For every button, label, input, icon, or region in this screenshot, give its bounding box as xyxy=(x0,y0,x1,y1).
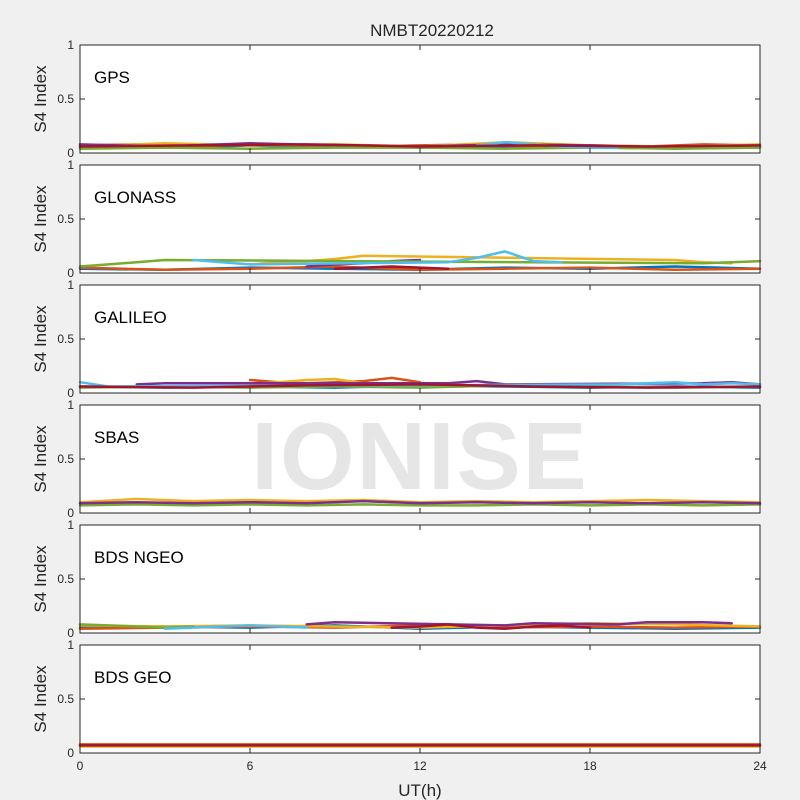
y-axis-label: S4 Index xyxy=(31,545,50,613)
x-axis-label: UT(h) xyxy=(398,781,441,800)
panel-bds-geo: 0 0.5 1 S4 Index BDS GEO xyxy=(31,638,762,760)
x-tick-label: 6 xyxy=(247,759,254,773)
panel-gps: 0 0.5 1 S4 Index GPS xyxy=(31,38,762,160)
y-tick-label: 0.5 xyxy=(57,572,74,586)
series-line-glonass-6 xyxy=(192,250,563,266)
panel-label: BDS GEO xyxy=(94,668,171,687)
y-axis-label: S4 Index xyxy=(31,425,50,493)
y-tick-label: 0.5 xyxy=(57,212,74,226)
plot-area xyxy=(80,285,760,393)
panel-label: SBAS xyxy=(94,428,139,447)
plot-area xyxy=(80,165,760,273)
y-tick-label: 1 xyxy=(67,518,74,532)
watermark-backdrop xyxy=(240,405,760,497)
y-axis-label: S4 Index xyxy=(31,665,50,733)
panel-bds-ngeo: 0 0.5 1 S4 Index BDS NGEO xyxy=(31,518,762,640)
y-tick-label: 1 xyxy=(67,38,74,52)
panel-sbas: IONISE 0 0.5 1 S4 Index SBAS xyxy=(31,398,762,520)
y-tick-label: 0 xyxy=(67,506,74,520)
y-tick-label: 0.5 xyxy=(57,332,74,346)
plot-area xyxy=(80,45,760,153)
y-tick-label: 1 xyxy=(67,278,74,292)
x-axis: 0 6 12 18 24 xyxy=(77,759,767,773)
series-line-gps-7 xyxy=(78,143,762,148)
watermark: IONISE xyxy=(251,403,588,510)
y-tick-label: 1 xyxy=(67,158,74,172)
series-line-galileo-6 xyxy=(78,380,762,388)
panel-label: BDS NGEO xyxy=(94,548,184,567)
y-tick-label: 0 xyxy=(67,386,74,400)
series-line-glonass-3 xyxy=(248,254,733,266)
y-axis-label: S4 Index xyxy=(31,305,50,373)
series-line-galileo-7 xyxy=(78,383,762,389)
series-line-sbas-3 xyxy=(78,499,762,505)
y-tick-label: 0.5 xyxy=(57,692,74,706)
series-line-bds-ngeo-7 xyxy=(390,623,592,630)
panel-label: GLONASS xyxy=(94,188,176,207)
plot-area xyxy=(80,645,760,753)
y-tick-label: 0 xyxy=(67,626,74,640)
panel-label: GPS xyxy=(94,68,130,87)
series-line-glonass-7 xyxy=(333,265,450,270)
figure-title: NMBT20220212 xyxy=(370,21,494,40)
y-tick-label: 1 xyxy=(67,398,74,412)
y-tick-label: 0 xyxy=(67,146,74,160)
y-tick-label: 0.5 xyxy=(57,452,74,466)
x-tick-label: 12 xyxy=(413,759,427,773)
y-tick-label: 0.5 xyxy=(57,92,74,106)
y-tick-label: 0 xyxy=(67,746,74,760)
panel-glonass: 0 0.5 1 S4 Index GLONASS xyxy=(31,158,762,280)
plot-area xyxy=(80,525,760,633)
panels-group: 0 0.5 1 S4 Index GPS 0 0.5 1 S4 Index GLONASS 0 0.5… xyxy=(31,38,762,760)
panel-label: GALILEO xyxy=(94,308,167,327)
y-axis-label: S4 Index xyxy=(31,185,50,253)
y-tick-label: 1 xyxy=(67,638,74,652)
y-axis-label: S4 Index xyxy=(31,65,50,133)
series-line-bds-ngeo-4 xyxy=(305,620,733,627)
series-line-bds-ngeo-6 xyxy=(163,624,308,630)
y-tick-label: 0 xyxy=(67,266,74,280)
panel-galileo: 0 0.5 1 S4 Index GALILEO xyxy=(31,278,762,400)
x-tick-label: 0 xyxy=(77,759,84,773)
series-line-glonass-5 xyxy=(78,258,762,268)
series-line-sbas-1 xyxy=(78,503,762,507)
x-tick-label: 18 xyxy=(583,759,597,773)
x-tick-label: 24 xyxy=(753,759,767,773)
